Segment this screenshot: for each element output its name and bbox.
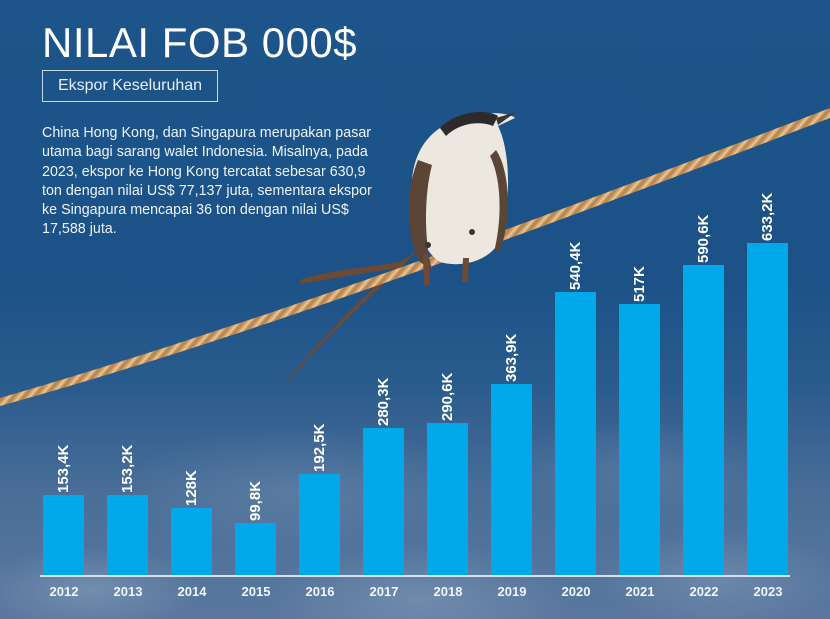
value-text: 290,6K [439,372,456,421]
bar-2019 [491,384,532,575]
chart-title: NILAI FOB 000$ [42,19,358,66]
x-tick-label: 2022 [689,584,719,599]
bar-value-label: 153,2K [108,407,148,493]
bar-2017 [363,428,404,575]
x-tick-label: 2018 [433,584,463,599]
value-text: 517K [631,266,648,302]
x-tick-label: 2023 [753,584,783,599]
x-axis-line [40,575,790,577]
value-text: 128K [183,470,200,506]
x-tick-label: 2012 [49,584,79,599]
x-tick-label: 2020 [561,584,591,599]
x-tick-label: 2017 [369,584,399,599]
bar-value-label: 363,9K [492,296,532,382]
bar-2018 [427,423,468,575]
x-tick-label: 2015 [241,584,271,599]
bar-value-label: 153,4K [44,407,84,493]
x-tick-label: 2016 [305,584,335,599]
bar-2022 [683,265,724,575]
bar-2021 [619,304,660,575]
x-tick-label: 2013 [113,584,143,599]
bar-2016 [299,474,340,575]
value-text: 280,3K [375,377,392,426]
x-tick-label: 2021 [625,584,655,599]
value-text: 153,2K [119,444,136,493]
description-text: China Hong Kong, dan Singapura merupakan… [42,125,372,238]
bar-value-label: 99,8K [236,435,276,521]
value-text: 590,6K [695,214,712,263]
bar-2020 [555,292,596,575]
bar-value-label: 290,6K [428,335,468,421]
bar-value-label: 590,6K [684,177,724,263]
value-text: 633,2K [759,192,776,241]
x-tick-label: 2014 [177,584,207,599]
bar-value-label: 540,4K [556,204,596,290]
value-text: 99,8K [247,480,264,521]
bar-2014 [171,508,212,575]
bar-2023 [747,243,788,575]
bar-value-label: 633,2K [748,155,788,241]
category-badge: Ekspor Keseluruhan [42,70,218,102]
value-text: 192,5K [311,423,328,472]
value-text: 153,4K [55,444,72,493]
bar-2012 [43,495,84,575]
bar-value-label: 517K [620,216,660,302]
bar-value-label: 128K [172,420,212,506]
bar-value-label: 280,3K [364,340,404,426]
value-text: 540,4K [567,241,584,290]
bar-2015 [235,523,276,575]
bar-value-label: 192,5K [300,386,340,472]
value-text: 363,9K [503,333,520,382]
x-tick-label: 2019 [497,584,527,599]
bar-2013 [107,495,148,575]
